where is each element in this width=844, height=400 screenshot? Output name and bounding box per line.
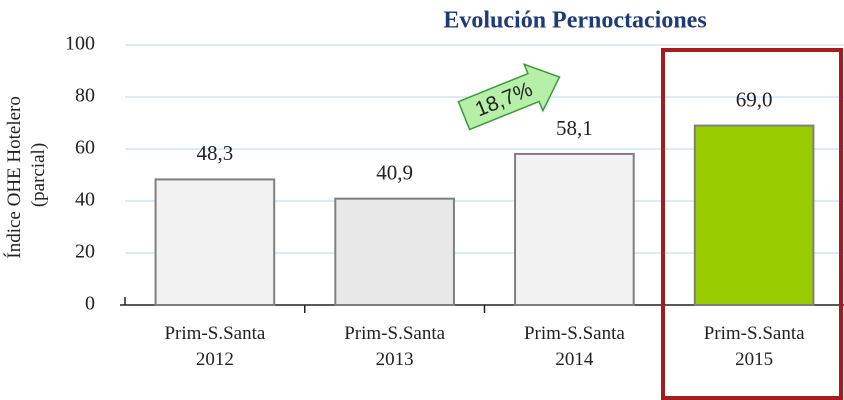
x-tick-label: Prim-S.Santa 2014 [524,323,625,370]
bar [334,197,455,306]
x-tick-label-line: Prim-S.Santa [344,323,445,344]
arrow-shape [457,63,561,131]
y-axis-label-line: Índice OHE Hotelero [3,96,25,259]
x-tick-label-line: Prim-S.Santa [524,323,625,344]
x-tick-label-line: 2014 [555,349,594,370]
growth-arrow: 18,7% [457,63,561,131]
value-label: 58,1 [556,116,593,140]
bar [693,124,815,306]
y-tick-label: 60 [75,137,95,159]
bar [514,152,635,306]
x-tick-label-line: 2012 [196,349,234,370]
y-tick-label: 100 [65,33,95,55]
x-tick-label-line: 2013 [376,349,414,370]
y-tick-label: 0 [85,293,95,315]
x-tick-label: Prim-S.Santa 2013 [344,323,445,370]
x-tick-label-line: Prim-S.Santa [704,323,805,344]
y-tick-label: 40 [75,189,95,211]
y-tick-label: 80 [75,85,95,107]
x-tick-label-line: 2015 [735,349,773,370]
y-axis-label: Índice OHE Hotelero (parcial) [3,91,49,258]
value-label: 69,0 [736,87,773,111]
chart-title: Evolución Pernoctaciones [443,8,706,34]
y-axis-label-line: (parcial) [28,143,49,207]
value-label: 48,3 [197,141,234,165]
x-tick-label-line: Prim-S.Santa [164,323,265,344]
y-tick-label: 20 [75,241,95,263]
x-tick-label: Prim-S.Santa 2015 [704,323,805,370]
highlight-box [661,48,843,400]
x-tick-label: Prim-S.Santa 2012 [164,323,265,370]
bar [154,178,276,306]
value-label: 40,9 [376,160,413,184]
